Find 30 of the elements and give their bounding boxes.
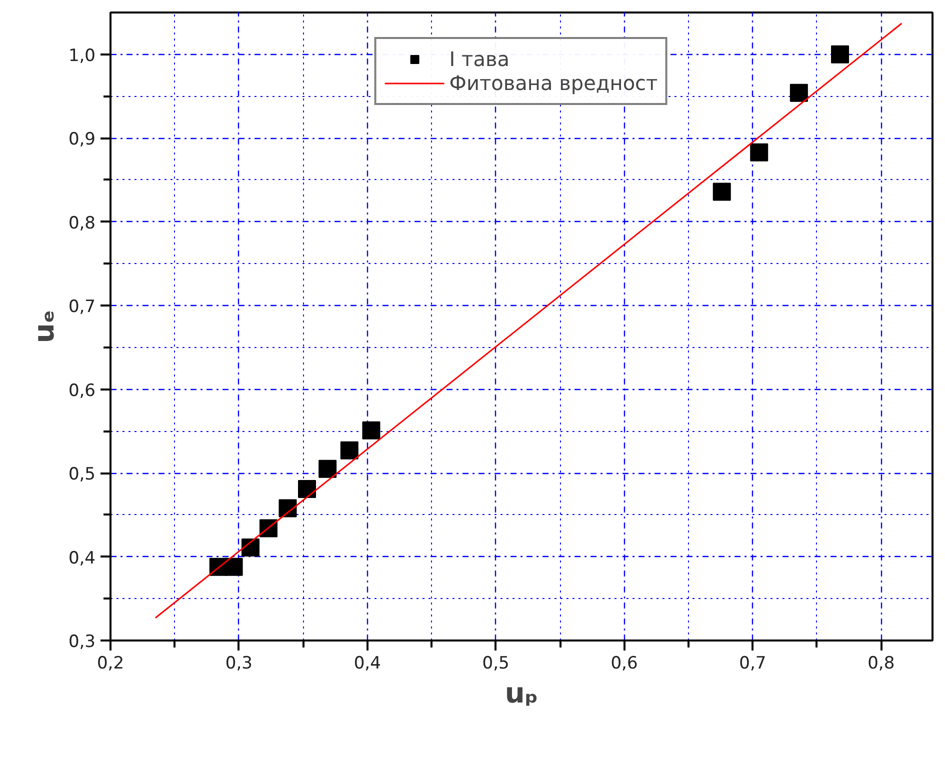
- y-tick-label: 0,7: [68, 297, 96, 318]
- x-tick-label: 0,3: [225, 654, 252, 674]
- y-tick-label: 0,5: [68, 464, 96, 485]
- x-axis-title: uₚ: [504, 676, 538, 710]
- y-tick-label: 0,4: [68, 548, 96, 568]
- y-tick-label: 0,9: [68, 130, 96, 150]
- point: [831, 45, 850, 64]
- point: [241, 538, 260, 557]
- point: [278, 499, 297, 518]
- x-tick-label: 0,5: [482, 654, 510, 674]
- legend-label: I тава: [449, 47, 510, 71]
- x-tick-label: 0,2: [96, 654, 124, 674]
- point: [318, 460, 337, 478]
- x-tick-label: 0,7: [739, 654, 766, 674]
- y-tick-label: 1,0: [68, 46, 96, 66]
- point: [298, 480, 316, 498]
- x-tick-label: 0,6: [610, 654, 638, 674]
- point: [340, 441, 358, 460]
- y-tick-label: 0,3: [68, 632, 96, 652]
- point: [750, 143, 768, 162]
- x-tick-label: 0,4: [354, 654, 381, 674]
- y-tick-label: 0,6: [68, 380, 96, 401]
- x-tick-label: 0,8: [868, 654, 895, 674]
- point: [790, 84, 808, 102]
- point: [224, 558, 243, 576]
- point: [362, 421, 380, 440]
- y-axis-title: uₑ: [27, 310, 60, 344]
- y-tick-label: 0,8: [68, 213, 96, 234]
- legend-label: Фитована вредност: [449, 71, 658, 95]
- point: [712, 182, 731, 201]
